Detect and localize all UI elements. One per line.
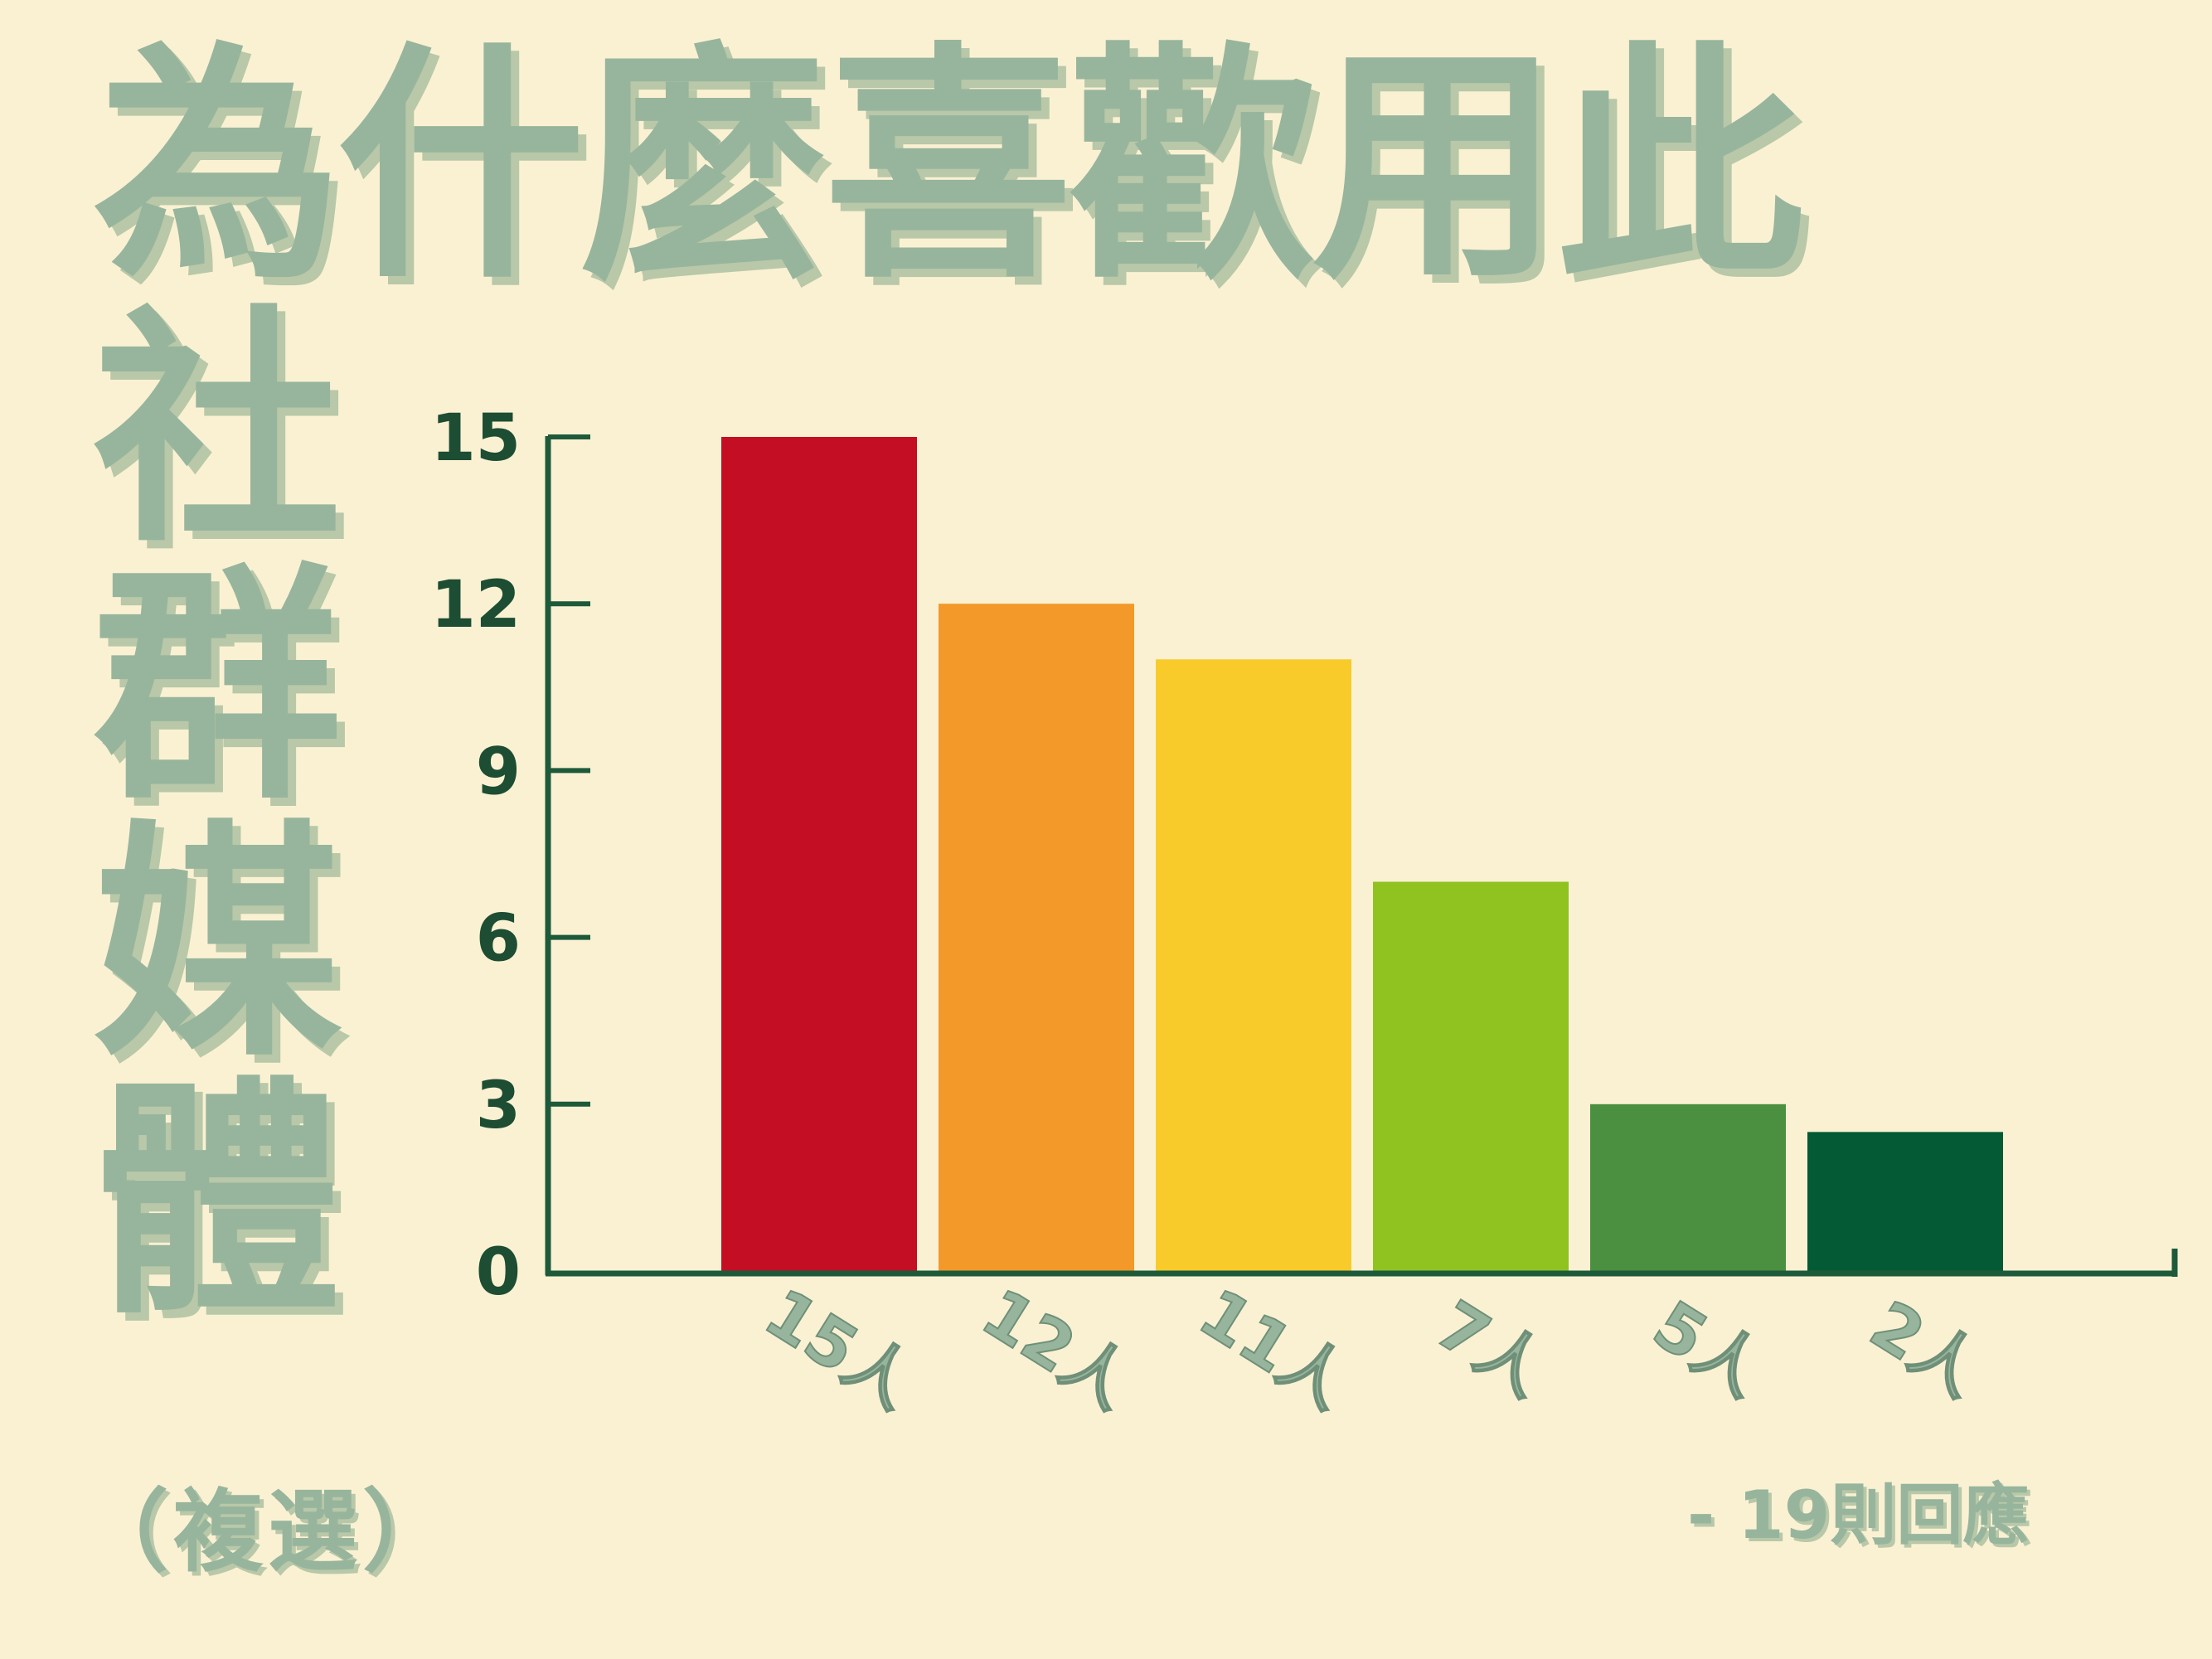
y-tick-label: 3 <box>476 1069 521 1143</box>
x-labels-group: 15人 12人 11人 7人 5人 2人 <box>751 1273 1995 1424</box>
bar-6 <box>1807 1132 2003 1271</box>
bar-4 <box>1373 881 1569 1271</box>
x-tick-label: 2人 <box>1857 1286 1993 1411</box>
response-count: - 19則回應 <box>1687 1477 2030 1554</box>
y-tick-label: 0 <box>476 1235 521 1310</box>
y-tick-label: 12 <box>430 568 521 643</box>
y-tick-label: 15 <box>430 401 521 476</box>
bar-2 <box>939 604 1134 1271</box>
x-tick-label: 5人 <box>1640 1286 1776 1411</box>
bar-5 <box>1590 1104 1786 1271</box>
x-tick-label: 15人 <box>752 1274 928 1424</box>
x-tick-label: 11人 <box>1186 1274 1362 1424</box>
bars-group <box>721 437 2003 1271</box>
multi-select-note: （複選） <box>79 1481 458 1584</box>
y-ticks-group: 0 3 6 9 12 15 <box>430 401 590 1310</box>
bar-3 <box>1156 659 1351 1271</box>
chart-title: 為什麼喜歡用此 <box>93 22 1804 312</box>
x-tick-label: 12人 <box>969 1274 1145 1424</box>
x-tick-label: 7人 <box>1423 1286 1559 1411</box>
y-tick-label: 6 <box>476 902 521 977</box>
y-tick-label: 9 <box>476 735 521 809</box>
chart-title-vertical: 社群媒體 <box>93 286 342 1346</box>
bar-1 <box>721 437 917 1271</box>
